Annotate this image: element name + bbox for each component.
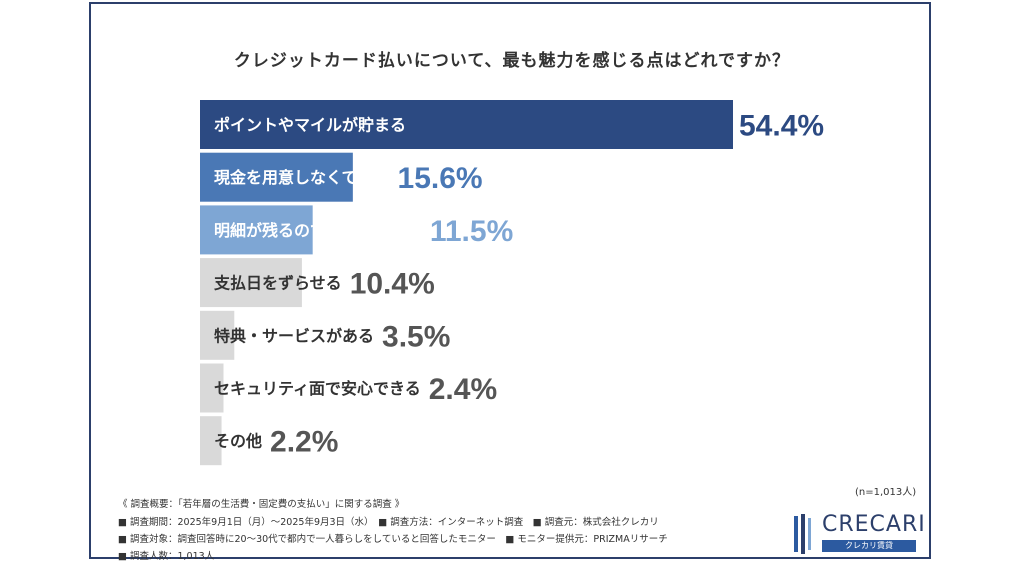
category-label: 特典・サービスがある	[214, 326, 374, 345]
chart-title: クレジットカード払いについて、最も魅力を感じる点はどれですか？	[233, 51, 791, 71]
footnote-survey-period: ■ 調査期間：2025年9月1日（月）〜2025年9月3日（水） ■ 調査方法：…	[118, 517, 659, 528]
logo-subtext: クレカリ賃貸	[822, 540, 916, 552]
value-label: 10.4%	[350, 268, 435, 301]
category-label: 明細が残るので管理しやすい	[214, 221, 422, 240]
category-label: ポイントやマイルが貯まる	[214, 116, 406, 135]
value-label: 15.6%	[398, 162, 483, 195]
value-label: 3.5%	[382, 320, 450, 353]
footnote-survey-title: 《 調査概要：「若年層の生活費・固定費の支払い」に関する調査 》	[118, 499, 405, 510]
category-label: セキュリティ面で安心できる	[214, 379, 421, 398]
bar	[200, 205, 313, 255]
bar	[200, 100, 733, 149]
bar	[200, 363, 224, 413]
logo-text: CRECARI	[822, 512, 926, 537]
door-logo-icon	[794, 514, 811, 554]
value-label: 2.2%	[270, 426, 338, 459]
value-label: 2.4%	[429, 373, 497, 406]
bar	[200, 152, 353, 202]
bar	[200, 258, 302, 308]
bar	[200, 416, 222, 466]
bar	[200, 310, 235, 360]
footnote-survey-target: ■ 調査対象：調査回答時に20〜30代で都内で一人暮らしをしていると回答したモニ…	[118, 534, 668, 545]
sample-size-note: (n=1,013人)	[855, 487, 917, 498]
value-label: 54.4%	[739, 110, 824, 143]
crecari-logo: CRECARI クレカリ賃貸	[792, 512, 925, 556]
category-label: 現金を用意しなくていい	[214, 168, 390, 187]
footnote-survey-count: ■ 調査人数：1,013人	[118, 551, 215, 562]
category-label: 支払日をずらせる	[213, 274, 342, 293]
value-label: 11.5%	[430, 215, 513, 248]
category-label: その他	[214, 432, 262, 451]
